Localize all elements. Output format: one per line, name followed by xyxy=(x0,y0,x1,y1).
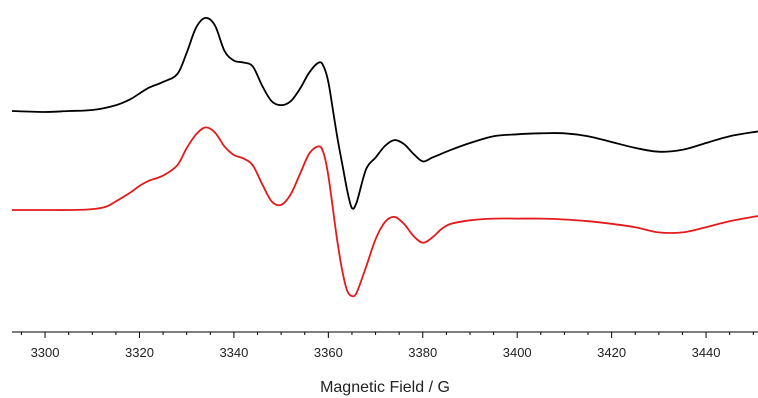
x-tick-label: 3400 xyxy=(503,345,532,360)
series-layer xyxy=(11,16,758,298)
x-tick-label: 3420 xyxy=(597,345,626,360)
x-axis-title: Magnetic Field / G xyxy=(320,379,450,396)
x-axis: 3300 3320 3340 3360 3380 3400 3420 3440 xyxy=(12,331,758,360)
x-tick-label: 3300 xyxy=(31,345,60,360)
experimental-spectrum-line xyxy=(11,16,758,210)
x-tick-label: 3360 xyxy=(314,345,343,360)
x-ticks: 3300 3320 3340 3360 3380 3400 3420 3440 xyxy=(20,332,754,360)
x-tick-label: 3340 xyxy=(219,345,248,360)
simulated-spectrum-line xyxy=(11,126,758,298)
x-tick-label: 3320 xyxy=(125,345,154,360)
x-tick-label: 3440 xyxy=(692,345,721,360)
x-tick-label: 3380 xyxy=(408,345,437,360)
